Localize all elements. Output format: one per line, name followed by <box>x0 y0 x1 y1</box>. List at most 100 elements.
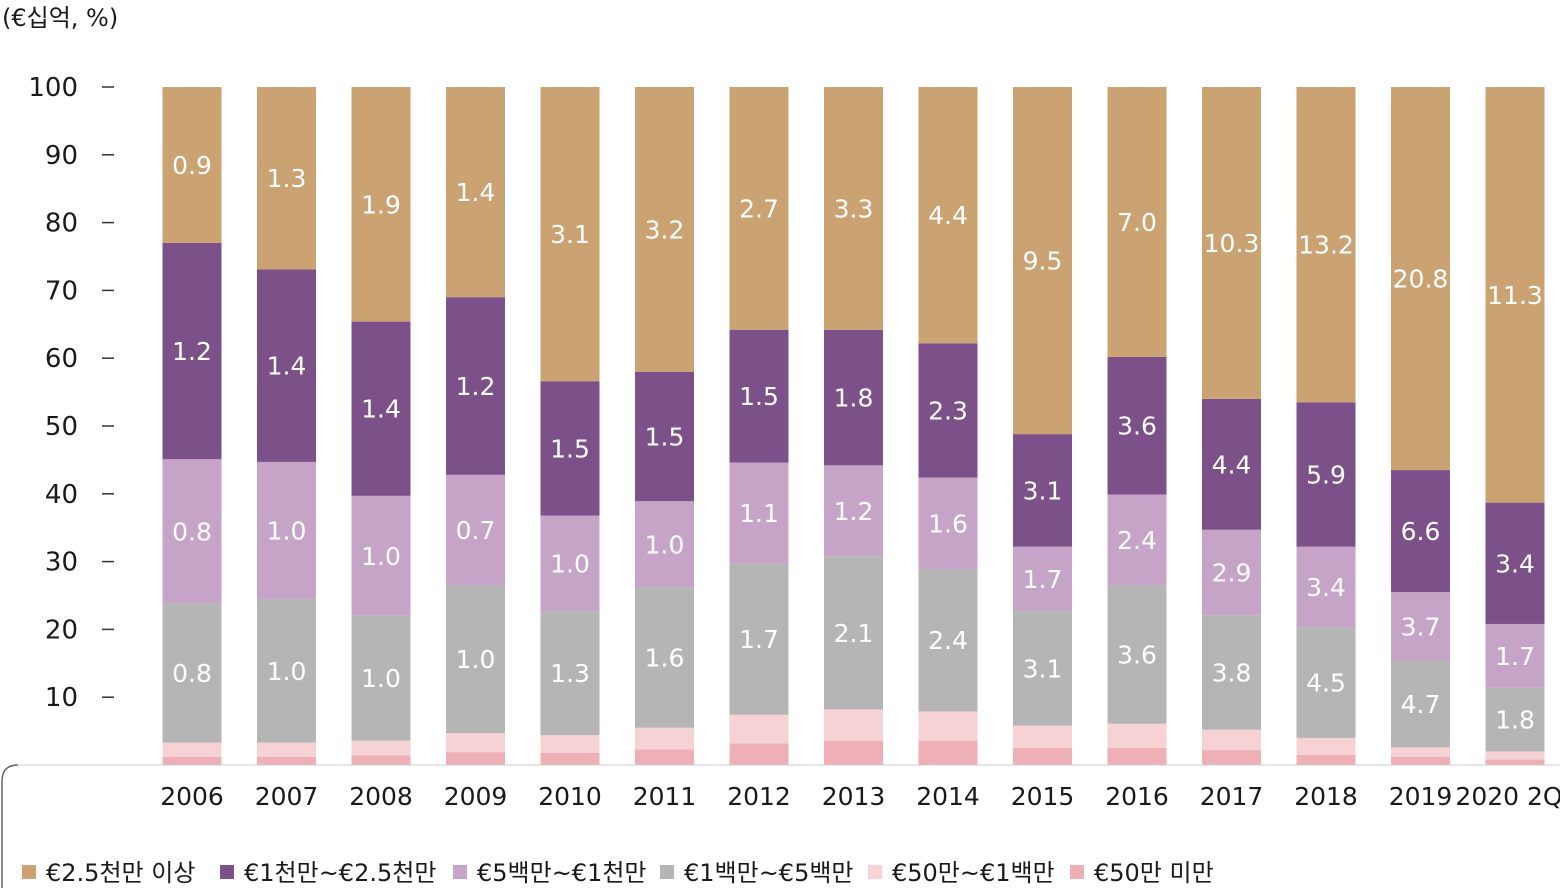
data-label: 9.5 <box>1023 247 1063 276</box>
y-tick-label: 40 <box>45 480 78 510</box>
data-label: 1.7 <box>1023 565 1063 594</box>
bar-segment <box>1485 759 1545 765</box>
legend: €2.5천만 이상 €1천만~€2.5천만 €5백만~€1천만 €1백만~€5백만 €5… <box>22 859 1214 887</box>
bar-segment <box>162 87 222 243</box>
legend-label: €1백만~€5백만 <box>684 859 854 887</box>
bar-segment <box>729 714 789 744</box>
bar-segment <box>257 269 316 462</box>
data-label: 0.8 <box>172 659 212 688</box>
bar-segment <box>1202 729 1261 751</box>
bar-segment <box>1296 402 1356 547</box>
y-tick-label: 100 <box>28 73 78 103</box>
y-axis: 10 20 30 40 50 60 70 80 90 100 <box>28 73 114 713</box>
x-tick-label: 2019 <box>1389 782 1453 811</box>
x-tick-label: 2009 <box>444 782 508 811</box>
bar-segment <box>257 87 316 270</box>
bar-segment <box>1296 754 1356 765</box>
data-label: 0.7 <box>456 516 496 545</box>
x-tick-label: 2020 2Q <box>1455 782 1560 811</box>
data-label: 1.1 <box>739 499 779 528</box>
bar-segment <box>635 727 694 750</box>
bar-segment <box>1107 723 1167 749</box>
bar-segment <box>162 742 222 757</box>
x-tick-label: 2012 <box>727 782 791 811</box>
bar-segment <box>1013 748 1072 765</box>
unit-label: (€십억, %) <box>2 4 118 32</box>
legend-label: €50만~€1백만 <box>892 859 1055 887</box>
data-label: 1.0 <box>550 549 590 578</box>
y-tick-label: 10 <box>45 683 78 713</box>
legend-swatch <box>22 865 36 879</box>
data-label: 1.4 <box>361 395 401 424</box>
bar-segment <box>162 459 222 604</box>
data-label: 1.5 <box>645 423 685 452</box>
bar-segment <box>351 755 411 765</box>
data-label: 2.4 <box>928 626 968 655</box>
data-label: 3.1 <box>1023 476 1063 505</box>
bar-segment <box>257 461 316 599</box>
bar-segment <box>1485 623 1545 688</box>
x-tick-label: 2017 <box>1200 782 1264 811</box>
bar-segment <box>257 756 316 765</box>
legend-swatch <box>1070 865 1084 879</box>
x-axis: 2006 2007 2008 2009 2010 2011 2012 2013 2014 2015… <box>160 782 1560 811</box>
bar-segment <box>1391 756 1450 765</box>
bars: 0.8 0.8 1.2 0.9 1.0 1.0 1.4 1.3 1.0 1.0 1.4 1.9 1.0 0… <box>162 87 1545 765</box>
data-label: 3.3 <box>834 194 874 223</box>
data-label: 4.4 <box>928 201 968 230</box>
bar-segment <box>1485 687 1545 752</box>
x-tick-label: 2011 <box>633 782 697 811</box>
bar-segment <box>162 242 222 460</box>
bar-segment <box>1391 470 1450 593</box>
bar-segment <box>351 321 411 496</box>
bar-segment <box>162 603 222 743</box>
bar-segment <box>1013 611 1072 726</box>
data-label: 10.3 <box>1204 229 1260 258</box>
x-tick-label: 2016 <box>1105 782 1169 811</box>
x-tick-label: 2015 <box>1011 782 1075 811</box>
bar-segment <box>351 615 411 741</box>
bar-segment <box>918 87 978 344</box>
x-tick-label: 2006 <box>160 782 224 811</box>
bar-segment <box>918 569 978 712</box>
data-label: 0.9 <box>172 151 212 180</box>
bar-segment <box>824 329 883 466</box>
data-label: 1.0 <box>267 657 307 686</box>
bar-segment <box>540 611 600 736</box>
data-label: 3.2 <box>645 215 685 244</box>
data-label: 1.0 <box>456 645 496 674</box>
bar-segment <box>918 740 978 765</box>
bar-segment <box>1202 529 1261 616</box>
y-tick-label: 20 <box>45 615 78 645</box>
data-label: 2.1 <box>834 619 874 648</box>
bar-segment <box>635 587 694 728</box>
bar-segment <box>446 585 505 734</box>
data-label: 1.3 <box>267 164 307 193</box>
data-label: 2.4 <box>1117 526 1157 555</box>
x-tick-label: 2007 <box>255 782 319 811</box>
y-tick-label: 70 <box>45 276 78 306</box>
legend-swatch <box>868 865 882 879</box>
y-tick-label: 30 <box>45 548 78 578</box>
bar-segment <box>824 740 883 765</box>
bar-segment <box>635 371 694 502</box>
bar-segment <box>1202 87 1261 399</box>
bar-segment <box>729 87 789 330</box>
bar-segment <box>1296 737 1356 755</box>
bar-segment <box>1296 546 1356 628</box>
data-label: 5.9 <box>1306 460 1346 489</box>
data-label: 2.9 <box>1212 558 1252 587</box>
data-label: 4.4 <box>1212 450 1252 479</box>
bar-segment <box>729 563 789 715</box>
y-tick-label: 80 <box>45 209 78 239</box>
bar-segment <box>162 756 222 765</box>
x-tick-label: 2008 <box>349 782 413 811</box>
legend-label: €5백만~€1천만 <box>477 859 647 887</box>
bar-segment <box>1391 592 1450 661</box>
legend-swatch <box>453 865 467 879</box>
x-tick-label: 2014 <box>916 782 980 811</box>
bar-segment <box>257 598 316 743</box>
data-label: 1.2 <box>456 372 496 401</box>
bar-segment <box>635 87 694 372</box>
data-label: 1.0 <box>361 542 401 571</box>
